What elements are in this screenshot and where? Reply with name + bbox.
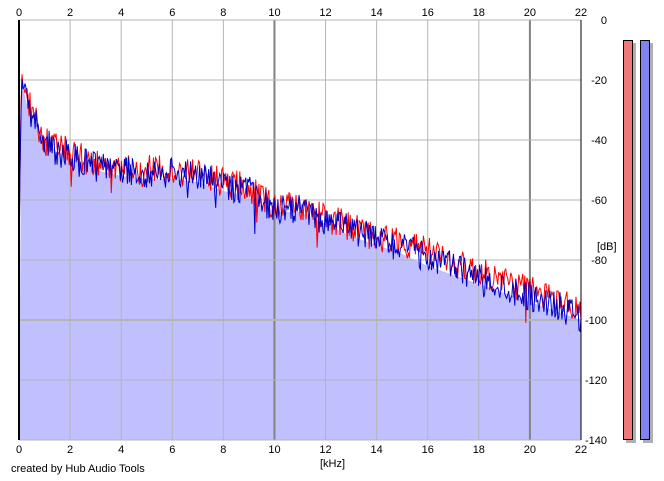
x-tick-label-bottom: 0 <box>16 444 22 456</box>
x-tick-label-top: 4 <box>118 7 124 19</box>
y-axis-label: [dB] <box>597 241 617 253</box>
chart-axes <box>18 20 582 440</box>
y-tick-label: -120 <box>585 375 607 387</box>
series-lines <box>18 74 582 333</box>
x-tick-label-top: 10 <box>268 7 280 19</box>
x-tick-label-bottom: 20 <box>524 444 536 456</box>
y-tick-label: -60 <box>591 195 607 207</box>
x-tick-label-bottom: 16 <box>422 444 434 456</box>
credit-text: created by Hub Audio Tools <box>11 463 145 475</box>
x-tick-label-bottom: 10 <box>268 444 280 456</box>
x-tick-label-bottom: 4 <box>118 444 124 456</box>
x-tick-label-bottom: 8 <box>220 444 226 456</box>
y-tick-label: 0 <box>601 15 607 27</box>
x-tick-label-top: 22 <box>575 7 587 19</box>
x-tick-label-bottom: 18 <box>473 444 485 456</box>
tick-labels: 002244668810101212141416161818202022220-… <box>16 7 607 456</box>
x-tick-label-bottom: 6 <box>169 444 175 456</box>
x-axis-label: [kHz] <box>320 458 345 470</box>
x-tick-label-bottom: 14 <box>371 444 383 456</box>
x-tick-label-top: 12 <box>319 7 331 19</box>
y-tick-label: -80 <box>591 255 607 267</box>
x-tick-label-top: 16 <box>422 7 434 19</box>
right-channel-level-meter <box>640 40 650 440</box>
x-tick-label-top: 18 <box>473 7 485 19</box>
y-tick-label: -100 <box>585 315 607 327</box>
x-tick-label-top: 8 <box>220 7 226 19</box>
x-tick-label-top: 20 <box>524 7 536 19</box>
x-tick-label-bottom: 2 <box>67 444 73 456</box>
left-channel-level-meter <box>623 40 633 440</box>
x-tick-label-bottom: 22 <box>575 444 587 456</box>
y-tick-label: -20 <box>591 75 607 87</box>
right-channel-line <box>18 78 582 333</box>
y-tick-label: -140 <box>585 435 607 447</box>
x-tick-label-bottom: 12 <box>319 444 331 456</box>
x-tick-label-top: 0 <box>16 7 22 19</box>
x-tick-label-top: 6 <box>169 7 175 19</box>
y-tick-label: -40 <box>591 135 607 147</box>
x-tick-label-top: 14 <box>371 7 383 19</box>
x-tick-label-top: 2 <box>67 7 73 19</box>
